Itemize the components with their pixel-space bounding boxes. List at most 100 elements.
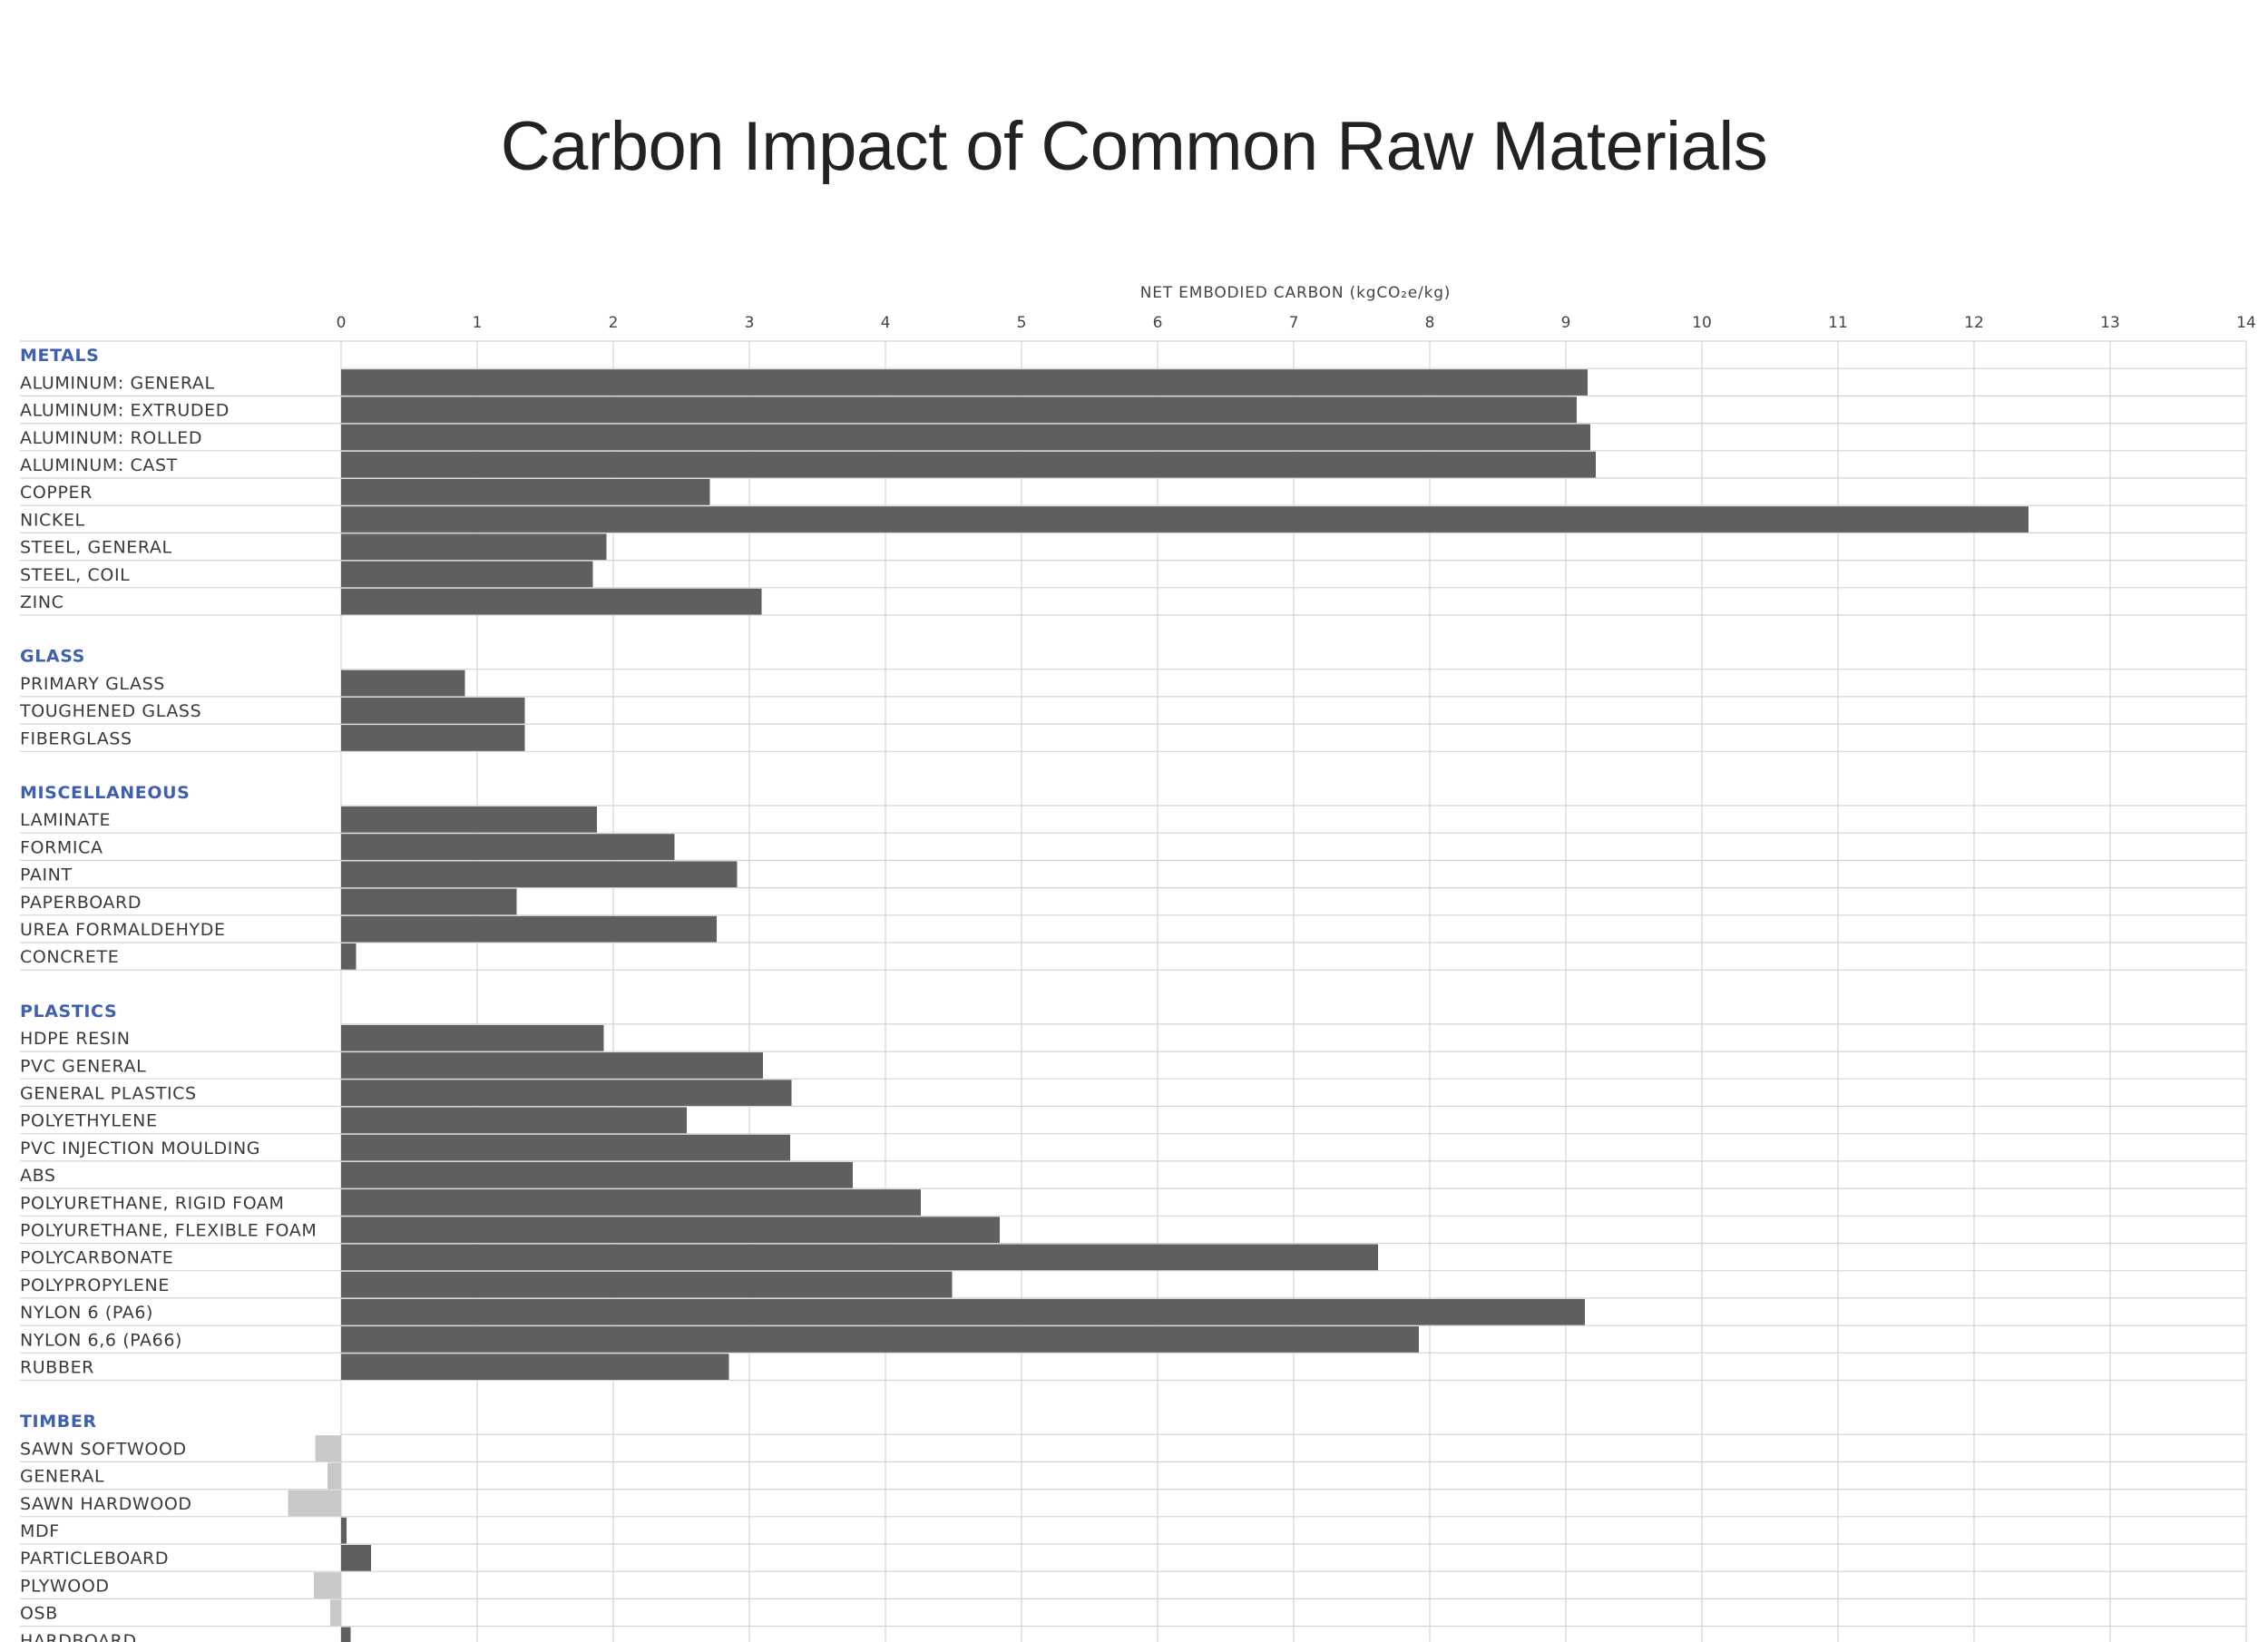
bar [341,1024,604,1051]
bar [330,1599,341,1627]
bar [341,561,593,588]
row-label: STEEL, COIL [20,565,130,585]
row-label: HDPE RESIN [20,1029,131,1049]
row-label: POLYURETHANE, FLEXIBLE FOAM [20,1221,317,1241]
bar [341,861,738,888]
bar-layer [288,369,2028,1642]
group-label: METALS [20,346,99,366]
bar [341,1326,1419,1353]
row-label: UREA FORMALDEHYDE [20,920,226,940]
x-tick-label: 0 [337,314,347,332]
bar [341,506,2028,533]
row-label: POLYURETHANE, RIGID FOAM [20,1193,285,1213]
bar [341,1189,921,1216]
x-tick-label: 4 [881,314,891,332]
bar [341,943,357,970]
row-label: ALUMINUM: ROLLED [20,428,202,448]
bar [288,1490,341,1517]
bar [341,1517,347,1544]
row-label: NICKEL [20,510,85,530]
x-tick-label: 5 [1017,314,1027,332]
bar [341,1107,687,1134]
bar [341,806,597,833]
bar [341,915,717,943]
x-tick-label: 12 [1964,314,1984,332]
row-label: PVC INJECTION MOULDING [20,1139,260,1158]
x-tick-label: 11 [1828,314,1848,332]
row-label: PRIMARY GLASS [20,674,165,694]
row-label: ALUMINUM: GENERAL [20,373,215,393]
x-tick-label: 1 [473,314,483,332]
row-label: TOUGHENED GLASS [19,701,201,721]
bar [341,834,675,860]
x-tick-label: 7 [1289,314,1299,332]
row-label: POLYETHYLENE [20,1111,158,1131]
row-label: PAINT [20,865,73,885]
row-label: PAPERBOARD [20,893,142,913]
row-label: PLYWOOD [20,1576,110,1596]
row-label: STEEL, GENERAL [20,538,172,558]
row-label: SAWN HARDWOOD [20,1494,192,1514]
group-label: MISCELLANEOUS [20,783,190,803]
row-label: PVC GENERAL [20,1056,146,1076]
row-label: NYLON 6,6 (PA66) [20,1330,182,1350]
row-label: PARTICLEBOARD [20,1549,169,1569]
bar [327,1462,341,1490]
bar [341,1627,351,1642]
x-tick-label: 10 [1692,314,1712,332]
row-label: NYLON 6 (PA6) [20,1303,153,1323]
row-label: GENERAL PLASTICS [20,1084,197,1104]
row-label: FORMICA [20,837,103,857]
bar [341,533,607,561]
bar [341,1354,729,1380]
bar [341,1545,371,1571]
x-tick-label: 8 [1425,314,1435,332]
row-label: SAWN SOFTWOOD [20,1439,187,1459]
bar [341,670,465,697]
row-label: ALUMINUM: CAST [20,455,178,475]
bar [315,1435,341,1461]
bar [341,1134,790,1161]
row-label: ALUMINUM: EXTRUDED [20,401,230,421]
bar [341,1217,1000,1243]
row-label: COPPER [20,483,93,503]
x-tick-label: 13 [2100,314,2120,332]
bar [341,479,710,505]
x-tick-label: 2 [609,314,619,332]
bar [341,697,525,724]
x-tick-label: 9 [1561,314,1571,332]
x-tick-label: 3 [745,314,755,332]
bar [341,1052,763,1079]
row-label: HARDBOARD [20,1631,137,1642]
bar [314,1572,341,1598]
row-label: POLYCARBONATE [20,1248,173,1268]
row-label: POLYPROPYLENE [20,1275,170,1295]
row-label: CONCRETE [20,947,119,967]
bar [341,725,525,751]
row-label: MDF [20,1521,60,1541]
bar [341,424,1590,451]
row-label: FIBERGLASS [20,728,132,748]
bar [341,1080,792,1106]
x-tick-label: 6 [1153,314,1163,332]
bar [341,888,517,915]
bar [341,1161,853,1188]
group-label: GLASS [20,647,85,667]
bar [341,1244,1378,1271]
row-label: RUBBER [20,1358,94,1378]
row-label: LAMINATE [20,810,111,830]
x-axis-title: NET EMBODIED CARBON (kgCO₂e/kg) [1140,284,1452,302]
group-label: TIMBER [20,1412,97,1432]
row-label: ABS [20,1166,56,1186]
chart-title: Carbon Impact of Common Raw Materials [500,108,1768,185]
row-label: ZINC [20,592,64,612]
bar [341,396,1577,424]
bar [341,1271,953,1298]
bar [341,369,1588,396]
group-label: PLASTICS [20,1002,117,1021]
row-label: GENERAL [20,1467,104,1487]
bar [341,588,762,615]
bar [341,1298,1585,1325]
grid-layer [20,340,2247,1642]
